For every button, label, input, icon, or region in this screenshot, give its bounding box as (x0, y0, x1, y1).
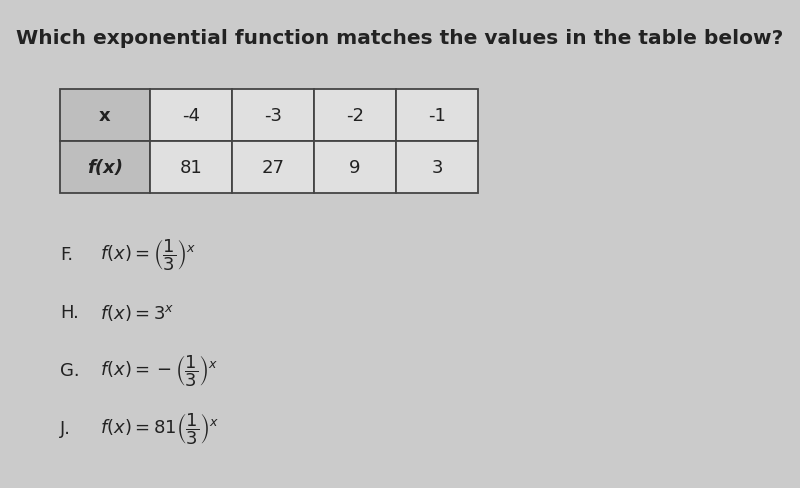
Bar (314, 90, 396, 142)
Bar (60, 90, 150, 142)
Bar (60, 142, 150, 194)
Text: -2: -2 (346, 107, 364, 125)
Bar (232, 90, 314, 142)
Text: $f(x) = 81\left(\dfrac{1}{3}\right)^{x}$: $f(x) = 81\left(\dfrac{1}{3}\right)^{x}$ (100, 410, 219, 446)
Text: G.: G. (60, 361, 80, 379)
Text: -4: -4 (182, 107, 200, 125)
Text: f(x): f(x) (87, 159, 123, 177)
Bar (150, 90, 232, 142)
Text: $f(x) = -\left(\dfrac{1}{3}\right)^{x}$: $f(x) = -\left(\dfrac{1}{3}\right)^{x}$ (100, 352, 218, 388)
Bar (314, 142, 396, 194)
Bar (232, 142, 314, 194)
Text: $f(x) = \left(\dfrac{1}{3}\right)^{x}$: $f(x) = \left(\dfrac{1}{3}\right)^{x}$ (100, 237, 196, 272)
Text: Which exponential function matches the values in the table below?: Which exponential function matches the v… (16, 28, 784, 47)
Text: H.: H. (60, 304, 79, 321)
Text: x: x (99, 107, 111, 125)
Text: F.: F. (60, 245, 73, 264)
Bar (150, 142, 232, 194)
Text: -1: -1 (428, 107, 446, 125)
Text: J.: J. (60, 419, 71, 437)
Text: 9: 9 (350, 159, 361, 177)
Text: 81: 81 (180, 159, 202, 177)
Text: 27: 27 (262, 159, 285, 177)
Bar (396, 142, 478, 194)
Text: $f(x) = 3^{x}$: $f(x) = 3^{x}$ (100, 303, 174, 323)
Text: -3: -3 (264, 107, 282, 125)
Bar (396, 90, 478, 142)
Text: 3: 3 (431, 159, 442, 177)
